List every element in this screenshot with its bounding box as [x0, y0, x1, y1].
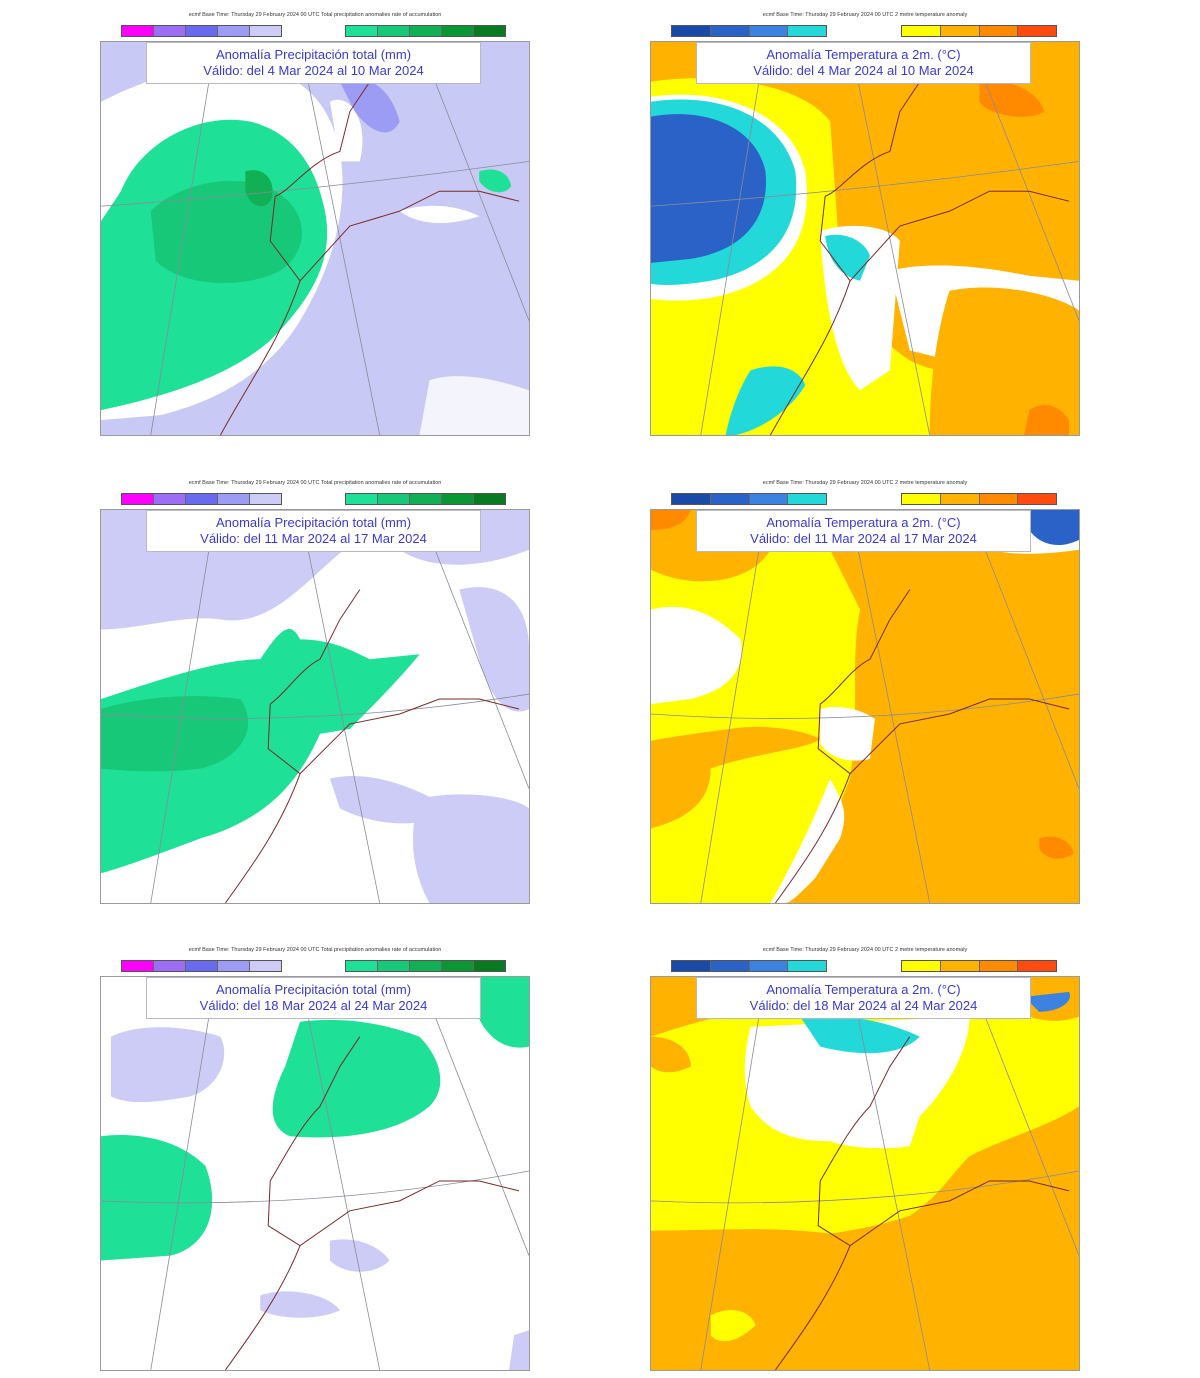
temp-field-svg [651, 977, 1079, 1370]
precip-positive-legend [345, 960, 506, 972]
temp-legend-header: ecmf Base Time: Thursday 29 February 202… [650, 939, 1080, 975]
precip-field-svg [101, 977, 529, 1370]
temp-legend-header: ecmf Base Time: Thursday 29 February 202… [650, 472, 1080, 508]
legend-caption: ecmf Base Time: Thursday 29 February 202… [188, 480, 442, 486]
temp-negative-legend [671, 960, 827, 972]
precip-legend-header: ecmf Base Time: Thursday 29 February 202… [100, 472, 530, 508]
precip-field-svg [101, 510, 529, 903]
temp-field-svg [651, 42, 1079, 435]
map-valid-dates: Válido: del 4 Mar 2024 al 10 Mar 2024 [753, 63, 974, 78]
temp-map: Anomalía Temperatura a 2m. (°C) Válido: … [650, 976, 1080, 1371]
map-title-box: Anomalía Precipitación total (mm) Válido… [146, 42, 481, 84]
legend-caption: ecmf Base Time: Thursday 29 February 202… [762, 480, 968, 486]
temp-positive-legend [901, 960, 1057, 972]
precip-negative-legend [121, 960, 282, 972]
map-valid-dates: Válido: del 4 Mar 2024 al 10 Mar 2024 [203, 63, 424, 78]
temp-map: Anomalía Temperatura a 2m. (°C) Válido: … [650, 41, 1080, 436]
map-valid-dates: Válido: del 11 Mar 2024 al 17 Mar 2024 [200, 531, 427, 546]
map-title: Anomalía Temperatura a 2m. (°C) [766, 982, 961, 997]
legend-caption: ecmf Base Time: Thursday 29 February 202… [762, 12, 968, 18]
map-title-box: Anomalía Precipitación total (mm) Válido… [146, 510, 481, 552]
map-title-box: Anomalía Temperatura a 2m. (°C) Válido: … [696, 977, 1031, 1019]
map-title-box: Anomalía Temperatura a 2m. (°C) Válido: … [696, 42, 1031, 84]
precip-map: Anomalía Precipitación total (mm) Válido… [100, 41, 530, 436]
map-title-box: Anomalía Temperatura a 2m. (°C) Válido: … [696, 510, 1031, 552]
legend-caption: ecmf Base Time: Thursday 29 February 202… [188, 947, 442, 953]
temp-positive-legend [901, 25, 1057, 37]
map-title-box: Anomalía Precipitación total (mm) Válido… [146, 977, 481, 1019]
map-title: Anomalía Temperatura a 2m. (°C) [766, 47, 961, 62]
precip-field-svg [101, 42, 529, 435]
map-title: Anomalía Precipitación total (mm) [215, 515, 412, 530]
map-title: Anomalía Temperatura a 2m. (°C) [766, 515, 961, 530]
precip-negative-legend [121, 493, 282, 505]
temp-field-svg [651, 510, 1079, 903]
map-valid-dates: Válido: del 11 Mar 2024 al 17 Mar 2024 [750, 531, 977, 546]
precip-positive-legend [345, 493, 506, 505]
map-valid-dates: Válido: del 18 Mar 2024 al 24 Mar 2024 [199, 998, 428, 1013]
precip-legend-header: ecmf Base Time: Thursday 29 February 202… [100, 939, 530, 975]
precip-map: Anomalía Precipitación total (mm) Válido… [100, 509, 530, 904]
temp-positive-legend [901, 493, 1057, 505]
map-title: Anomalía Precipitación total (mm) [215, 47, 412, 62]
precip-negative-legend [121, 25, 282, 37]
precip-legend-header: ecmf Base Time: Thursday 29 February 202… [100, 4, 530, 40]
precip-positive-legend [345, 25, 506, 37]
legend-caption: ecmf Base Time: Thursday 29 February 202… [188, 12, 442, 18]
precip-map: Anomalía Precipitación total (mm) Válido… [100, 976, 530, 1371]
temp-map: Anomalía Temperatura a 2m. (°C) Válido: … [650, 509, 1080, 904]
temp-negative-legend [671, 493, 827, 505]
legend-caption: ecmf Base Time: Thursday 29 February 202… [762, 947, 968, 953]
map-title: Anomalía Precipitación total (mm) [215, 982, 412, 997]
map-valid-dates: Válido: del 18 Mar 2024 al 24 Mar 2024 [749, 998, 978, 1013]
temp-legend-header: ecmf Base Time: Thursday 29 February 202… [650, 4, 1080, 40]
temp-negative-legend [671, 25, 827, 37]
